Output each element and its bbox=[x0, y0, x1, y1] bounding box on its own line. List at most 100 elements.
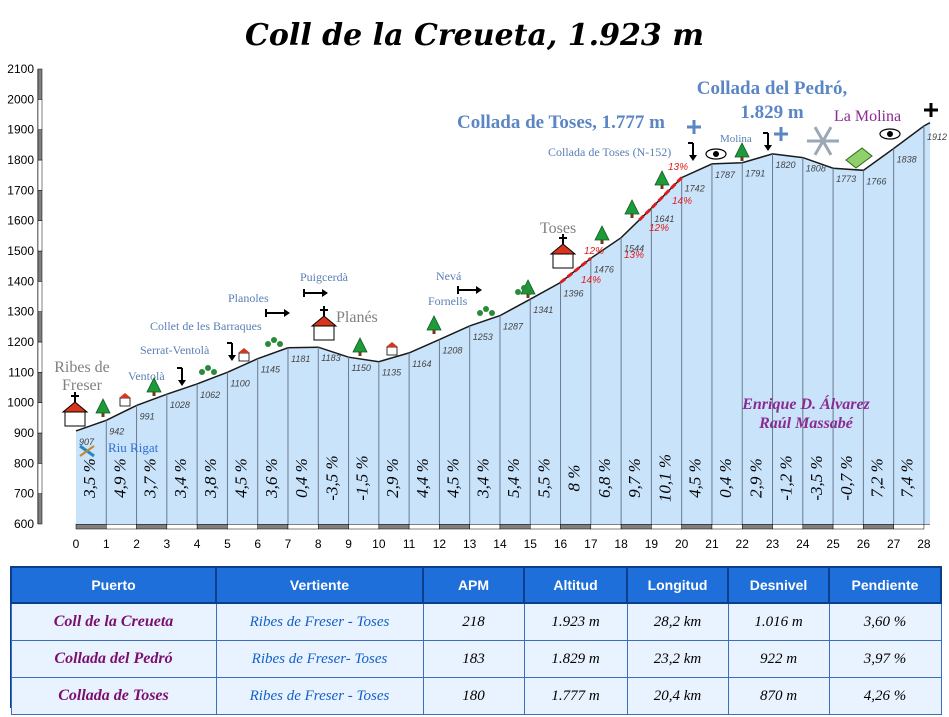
tree-crown bbox=[426, 315, 442, 331]
x-axis-band bbox=[802, 523, 834, 530]
tree-trunk bbox=[740, 157, 744, 161]
y-axis-band bbox=[37, 432, 43, 464]
x-tick-label: 15 bbox=[524, 537, 538, 551]
elevation-label: 1135 bbox=[382, 368, 402, 378]
pass-label-toses: Collada de Toses, 1.777 m bbox=[457, 112, 665, 133]
tree-trunk bbox=[432, 330, 436, 334]
gradient-label: 4,5 % bbox=[231, 458, 250, 498]
shrub-dot bbox=[521, 285, 527, 291]
steep-label: 14% bbox=[672, 196, 692, 207]
place-label: Collet de les Barraques bbox=[150, 319, 262, 333]
gradient-label: -0,7 % bbox=[837, 455, 856, 500]
credit-label: Raúl Massabé bbox=[758, 415, 854, 432]
place-label: Freser bbox=[62, 377, 103, 394]
y-tick-label: 1800 bbox=[7, 153, 34, 167]
gradient-label: 3,8 % bbox=[201, 458, 220, 499]
credit-label: Enrique D. Álvarez bbox=[741, 394, 870, 413]
y-tick-label: 1100 bbox=[8, 365, 34, 379]
x-axis-band bbox=[378, 523, 410, 530]
tree-crown bbox=[594, 225, 610, 241]
arrow-right-icon bbox=[265, 309, 290, 317]
house-body bbox=[119, 397, 131, 407]
shrub-dot bbox=[527, 289, 533, 295]
x-axis-band bbox=[287, 523, 319, 530]
gradient-label: -3,5 % bbox=[807, 455, 826, 500]
profile-line bbox=[75, 122, 931, 432]
y-tick-label: 1000 bbox=[7, 396, 34, 410]
x-axis-band bbox=[711, 523, 743, 530]
steep-label: 13% bbox=[624, 250, 644, 261]
gradient-label: 3,7 % bbox=[141, 458, 160, 499]
arrow-head bbox=[284, 309, 290, 317]
gradient-label: 0,4 % bbox=[716, 458, 735, 498]
gradient-label: 10,1 % bbox=[655, 454, 674, 502]
cell-apm: 218 bbox=[422, 602, 525, 641]
cross-icon bbox=[687, 120, 701, 134]
elevation-label: 942 bbox=[109, 426, 124, 436]
house-roof bbox=[238, 348, 250, 353]
place-label: Serrat-Ventolà bbox=[140, 343, 210, 357]
x-axis-band bbox=[439, 523, 470, 530]
y-tick-label: 2000 bbox=[7, 92, 34, 106]
summary-table: Puerto Vertiente APM Altitud Longitud De… bbox=[10, 566, 942, 715]
y-tick-label: 1700 bbox=[7, 183, 34, 197]
tree-icon bbox=[594, 225, 610, 244]
gradient-label: 7,4 % bbox=[898, 458, 917, 498]
bridge-line bbox=[79, 445, 95, 457]
elevation-label: 1742 bbox=[685, 184, 705, 194]
elevation-label: 907 bbox=[79, 437, 95, 447]
tree-icon bbox=[146, 377, 162, 396]
x-tick-label: 19 bbox=[645, 537, 659, 551]
place-label: Ventolà bbox=[128, 369, 165, 383]
elevation-label: 1028 bbox=[170, 400, 190, 410]
x-tick-label: 3 bbox=[164, 537, 171, 551]
cell-puerto: Collada de Toses bbox=[10, 677, 217, 715]
y-tick-label: 600 bbox=[14, 517, 34, 531]
y-axis-band bbox=[37, 220, 43, 252]
header-longitud: Longitud bbox=[626, 566, 729, 604]
x-tick-label: 21 bbox=[705, 537, 719, 551]
y-axis-band bbox=[37, 341, 43, 373]
cross-icon bbox=[774, 127, 788, 141]
shrub-dot bbox=[199, 369, 205, 375]
tree-icon bbox=[426, 315, 442, 334]
house-body bbox=[238, 352, 250, 362]
x-axis-band bbox=[318, 523, 349, 530]
cell-pendiente: 4,26 % bbox=[828, 677, 942, 715]
gradient-label: 3,5 % bbox=[80, 458, 99, 499]
gradient-label: 8 % bbox=[565, 465, 584, 492]
shrub-icon bbox=[265, 337, 283, 347]
x-tick-label: 13 bbox=[463, 537, 477, 551]
x-tick-label: 9 bbox=[345, 537, 352, 551]
elevation-label: 1183 bbox=[321, 353, 340, 363]
arrow-down-icon bbox=[763, 132, 772, 151]
elevation-label: 1838 bbox=[897, 154, 917, 164]
x-axis-band bbox=[227, 523, 258, 530]
cell-altitud: 1.923 m bbox=[523, 602, 628, 641]
arrow-head bbox=[322, 289, 328, 297]
eye-pupil bbox=[887, 131, 893, 137]
x-axis-band bbox=[106, 523, 137, 530]
elevation-label: 1820 bbox=[776, 160, 796, 170]
eye-icon bbox=[879, 128, 901, 140]
place-label: Puigcerdà bbox=[300, 270, 349, 284]
church-roof bbox=[310, 315, 338, 327]
church-body bbox=[313, 325, 335, 341]
elevation-label: 1787 bbox=[715, 170, 736, 180]
elevation-label: 1100 bbox=[230, 378, 249, 388]
arrow-head bbox=[228, 355, 236, 361]
y-tick-label: 1600 bbox=[7, 214, 34, 228]
x-tick-label: 16 bbox=[554, 537, 568, 551]
place-label: Molina bbox=[720, 133, 752, 145]
x-axis-band bbox=[136, 523, 168, 530]
steep-label: 14% bbox=[581, 275, 601, 286]
tree-trunk bbox=[526, 294, 530, 298]
elevation-label: 1150 bbox=[352, 363, 371, 373]
header-puerto: Puerto bbox=[10, 566, 217, 604]
cell-vertiente: Ribes de Freser- Toses bbox=[215, 640, 424, 678]
cell-vertiente: Ribes de Freser - Toses bbox=[215, 677, 424, 715]
shrub-dot bbox=[211, 369, 217, 375]
shrub-dot bbox=[271, 337, 277, 343]
profile-labels: 3,5 % 4,9 % 3,7 % 3,4 % 3,8 % 4,5 % 3,6 % 0,4 %… bbox=[54, 78, 947, 502]
x-axis-band bbox=[590, 523, 622, 530]
